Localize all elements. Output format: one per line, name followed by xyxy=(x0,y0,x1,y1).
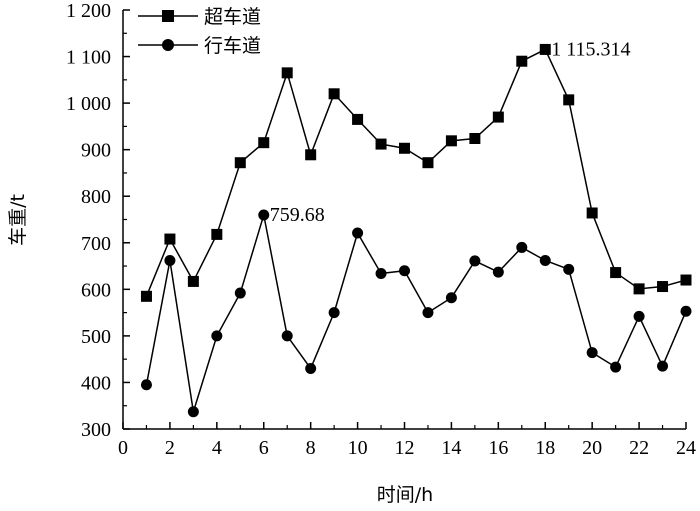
data-point-circle xyxy=(399,265,410,277)
x-tick-label: 6 xyxy=(259,437,269,459)
data-point-square xyxy=(469,132,481,144)
data-point-square xyxy=(657,281,669,293)
x-axis-title: 时间/h xyxy=(377,484,433,506)
data-point-circle xyxy=(328,307,340,319)
data-point-square xyxy=(352,113,364,125)
y-tick-label: 400 xyxy=(81,372,111,394)
x-tick-label: 8 xyxy=(306,437,316,459)
legend: 超车道 行车道 xyxy=(138,6,261,57)
annotations: 1 115.314 759.68 xyxy=(270,38,631,226)
data-point-square xyxy=(281,67,293,79)
x-tick-label: 22 xyxy=(629,437,649,459)
data-point-circle xyxy=(516,241,528,253)
x-tick-label: 0 xyxy=(118,437,128,459)
series-line xyxy=(145,48,687,297)
data-point-square xyxy=(422,157,434,169)
series-layer xyxy=(140,43,692,418)
x-tick-label: 18 xyxy=(535,437,555,459)
data-point-square xyxy=(680,274,692,286)
y-tick-label: 900 xyxy=(81,140,111,162)
data-point-circle xyxy=(305,362,317,374)
legend-label-driving-lane: 行车道 xyxy=(204,35,261,57)
x-tick-label: 2 xyxy=(165,437,175,459)
data-point-circle xyxy=(633,310,645,322)
y-tick-label: 300 xyxy=(81,419,111,441)
data-label: 1 115.314 xyxy=(551,38,630,60)
y-axis-ticks: 300 400 500 600 700 800 900 1 000 1 100 1 200 xyxy=(66,0,130,441)
x-tick-label: 4 xyxy=(212,437,222,459)
x-tick-label: 24 xyxy=(676,437,696,459)
data-point-square xyxy=(328,88,340,100)
y-tick-label: 1 200 xyxy=(66,0,111,22)
data-point-circle xyxy=(352,227,364,239)
y-tick-label: 1 100 xyxy=(66,47,111,69)
data-point-circle xyxy=(657,360,669,372)
data-point-circle xyxy=(187,406,199,418)
data-point-square xyxy=(399,142,410,154)
legend-label-overtaking-lane: 超车道 xyxy=(204,6,261,28)
data-point-square xyxy=(516,55,528,67)
data-point-square xyxy=(539,43,551,55)
x-axis-ticks: 0 2 4 6 8 10 12 14 16 18 20 22 24 xyxy=(118,422,696,459)
data-point-square xyxy=(258,137,270,149)
x-tick-label: 12 xyxy=(395,437,415,459)
data-point-circle xyxy=(375,268,387,280)
data-point-square xyxy=(610,267,622,279)
series-driving-lane xyxy=(140,209,692,418)
x-tick-label: 20 xyxy=(582,437,602,459)
data-point-circle xyxy=(492,266,504,278)
x-tick-label: 10 xyxy=(348,437,368,459)
y-tick-label: 1 000 xyxy=(66,93,111,115)
y-axis-title: 车重/t xyxy=(7,194,29,246)
data-point-circle xyxy=(586,347,598,359)
x-tick-label: 16 xyxy=(488,437,508,459)
data-point-circle xyxy=(234,287,246,299)
data-point-circle xyxy=(539,254,551,266)
y-tick-label: 700 xyxy=(81,233,111,255)
data-point-square xyxy=(187,275,199,287)
data-point-circle xyxy=(469,255,481,267)
data-point-square xyxy=(164,233,176,245)
data-point-square xyxy=(563,94,575,106)
data-point-square xyxy=(633,283,645,295)
data-point-square xyxy=(492,111,504,123)
data-point-circle xyxy=(258,209,270,221)
data-point-circle xyxy=(164,254,176,266)
y-tick-label: 800 xyxy=(81,186,111,208)
data-point-circle xyxy=(140,379,152,391)
legend-marker-circle xyxy=(162,39,174,51)
y-tick-label: 500 xyxy=(81,326,111,348)
data-label: 759.68 xyxy=(270,204,325,226)
data-point-square xyxy=(445,135,457,147)
data-point-circle xyxy=(445,292,457,304)
data-point-circle xyxy=(211,330,223,342)
data-point-square xyxy=(375,138,387,150)
data-point-circle xyxy=(563,263,575,275)
data-point-circle xyxy=(680,305,692,317)
data-point-square xyxy=(211,228,223,240)
legend-marker-square xyxy=(162,10,174,22)
data-point-square xyxy=(140,290,152,302)
data-point-circle xyxy=(281,330,293,342)
x-tick-label: 14 xyxy=(441,437,461,459)
data-point-square xyxy=(586,207,598,219)
data-point-circle xyxy=(610,361,622,373)
data-point-square xyxy=(305,149,317,161)
data-point-circle xyxy=(422,307,434,319)
data-point-square xyxy=(234,157,246,169)
series-overtaking-lane xyxy=(140,43,692,302)
y-tick-label: 600 xyxy=(81,279,111,301)
